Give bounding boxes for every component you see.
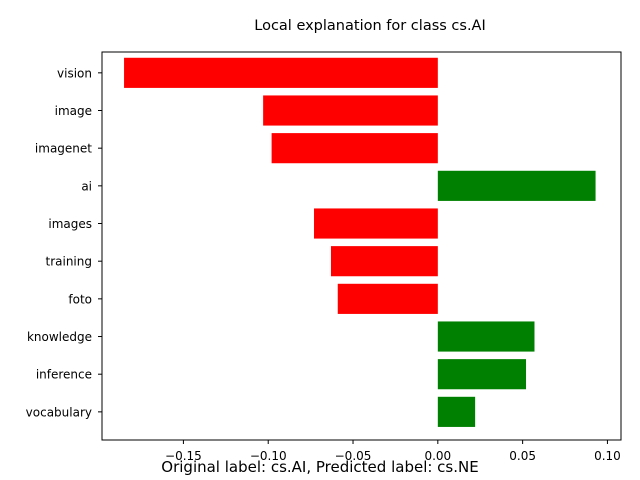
prediction-caption: Original label: cs.AI, Predicted label: … (161, 458, 479, 476)
y-tick-label-knowledge: knowledge (27, 330, 92, 344)
y-tick-label-inference: inference (36, 368, 92, 382)
y-tick-label-training: training (46, 255, 93, 269)
bar-images (314, 208, 438, 239)
x-tick-label: 0.10 (594, 449, 621, 463)
y-tick-labels: vision image imagenet ai images training foto k… (26, 66, 102, 419)
y-tick-label-ai: ai (81, 179, 92, 193)
bar-imagenet (271, 133, 438, 164)
y-tick-label-image: image (55, 104, 92, 118)
x-tick-label: −0.05 (335, 449, 372, 463)
bar-vision (124, 57, 438, 88)
y-tick-label-vocabulary: vocabulary (26, 405, 92, 419)
bar-knowledge (437, 321, 535, 352)
y-tick-label-vision: vision (57, 66, 92, 80)
bar-ai (437, 170, 596, 201)
plot-frame (101, 51, 622, 441)
x-tick-label: −0.10 (250, 449, 287, 463)
bar-vocabulary (437, 396, 476, 427)
x-tick-label: 0.00 (424, 449, 451, 463)
bar-inference (437, 359, 527, 390)
bars-group (124, 57, 596, 427)
bar-training (330, 246, 438, 277)
y-tick-label-images: images (48, 217, 92, 231)
x-tick-labels: −0.15 −0.10 −0.05 0.00 0.05 0.10 (165, 440, 621, 463)
bar-foto (337, 283, 438, 314)
chart-title: Local explanation for class cs.AI (254, 18, 486, 34)
y-tick-label-imagenet: imagenet (35, 142, 92, 156)
bar-image (263, 95, 438, 126)
y-tick-label-foto: foto (68, 292, 92, 306)
x-tick-label: −0.15 (165, 449, 202, 463)
x-tick-label: 0.05 (509, 449, 536, 463)
